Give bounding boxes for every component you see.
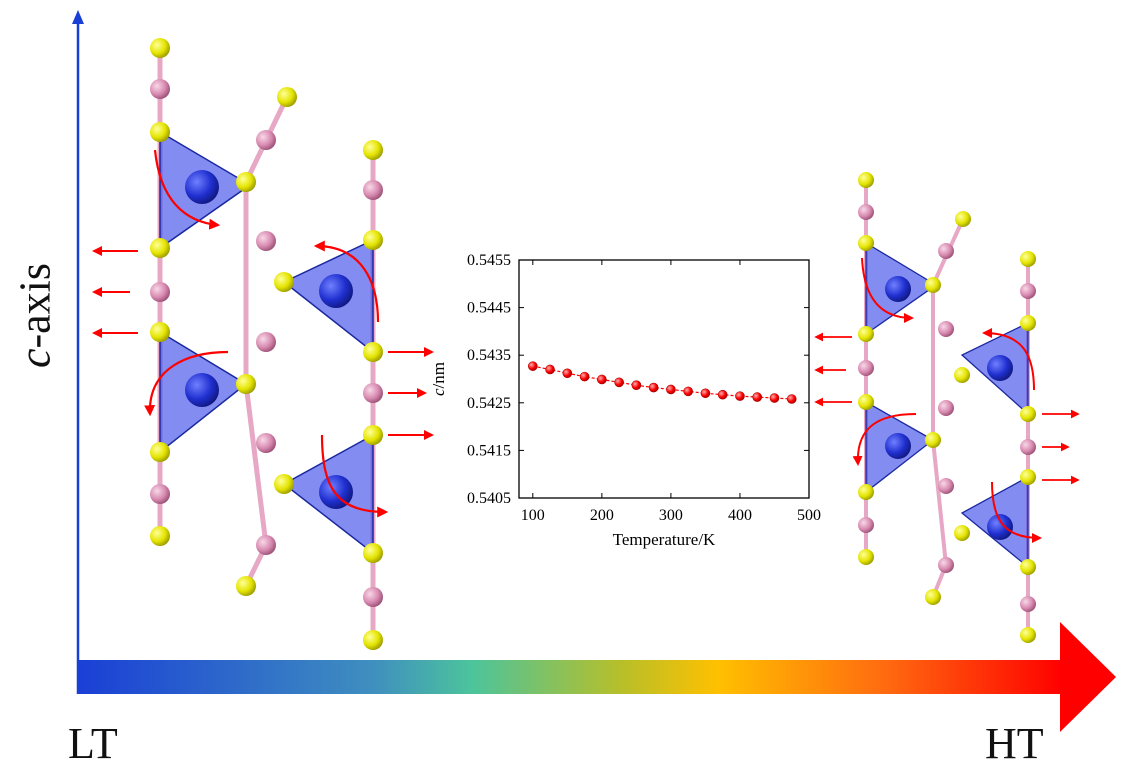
sulfur-atoms <box>150 38 383 650</box>
c-axis-arrow <box>72 10 84 694</box>
data-point <box>786 394 797 404</box>
x-tick-label: 100 <box>521 507 545 524</box>
shift-arrows <box>92 246 434 440</box>
y-tick-label: 0.5455 <box>467 252 511 269</box>
crystal-structure-lt <box>92 38 434 650</box>
rotation-arrows <box>852 257 1042 543</box>
data-point <box>614 377 624 388</box>
series-line-path <box>532 365 792 400</box>
y-axis-label: c/nm <box>429 362 448 396</box>
c-axis-label-rest: -axis <box>10 262 60 349</box>
y-tick-label: 0.5425 <box>467 395 511 412</box>
low-temperature-label: LT <box>68 719 118 768</box>
data-point <box>735 391 745 401</box>
y-axis-label-var: c <box>429 388 448 396</box>
c-axis-label: c-axis <box>10 261 61 371</box>
series-points <box>528 361 797 404</box>
y-tick-label: 0.5435 <box>467 347 511 364</box>
sulfur-atoms <box>858 172 1036 643</box>
data-point <box>769 393 780 403</box>
data-point <box>545 364 555 375</box>
metal-centers <box>885 276 1013 540</box>
data-point <box>717 389 728 400</box>
data-point <box>752 392 763 402</box>
series-line <box>532 365 792 400</box>
x-tick-label: 500 <box>797 507 821 524</box>
shift-arrows <box>814 332 1080 485</box>
x-axis-label: Temperature/K <box>613 530 716 549</box>
data-point <box>666 384 676 395</box>
data-point <box>631 380 642 390</box>
metal-centers <box>185 170 353 509</box>
y-tick-label: 0.5405 <box>467 490 511 507</box>
inset-chart: 100 200 300 400 500 0.5405 0.5415 0.5425 0.5435 0… <box>429 252 821 549</box>
plot-frame <box>518 259 810 499</box>
data-point <box>562 368 573 379</box>
metal-atoms <box>858 204 1036 612</box>
y-tick-label: 0.5415 <box>467 442 511 459</box>
temperature-gradient-arrow <box>78 622 1116 732</box>
high-temperature-label: HT <box>985 719 1044 768</box>
data-point <box>700 388 711 399</box>
data-point <box>648 382 659 393</box>
x-tick-label: 400 <box>728 507 752 524</box>
crystal-structure-ht <box>814 172 1080 643</box>
data-point <box>597 374 607 385</box>
x-tick-label: 300 <box>659 507 683 524</box>
x-tick-label: 200 <box>590 507 614 524</box>
data-point <box>528 361 538 371</box>
metal-atoms <box>150 79 383 607</box>
axis-ticks: 100 200 300 400 500 0.5405 0.5415 0.5425 0.5435 0… <box>467 252 821 524</box>
data-point <box>579 371 590 382</box>
rotation-arrows <box>144 149 389 518</box>
y-axis-label-unit: /nm <box>429 362 448 388</box>
y-tick-label: 0.5445 <box>467 300 511 317</box>
data-point <box>683 386 693 397</box>
c-axis-label-var: c <box>10 348 60 369</box>
